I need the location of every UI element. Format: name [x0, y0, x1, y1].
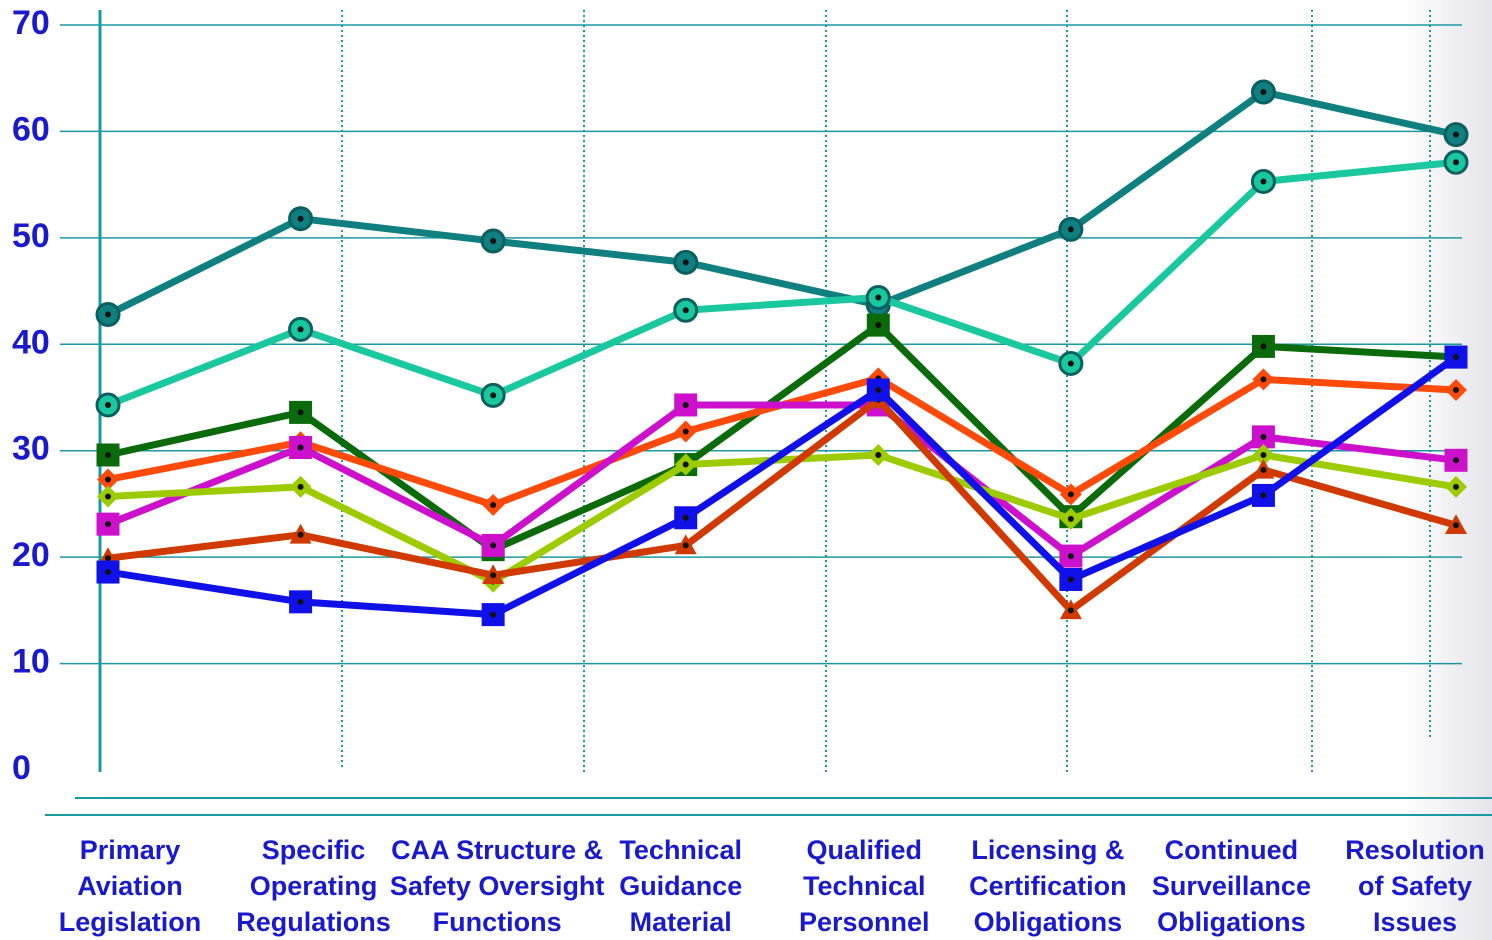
- line: [107, 451, 1457, 586]
- point-center: [297, 409, 304, 416]
- point-center: [1260, 433, 1267, 440]
- point-center: [875, 387, 882, 394]
- point-center: [1067, 576, 1074, 583]
- x-tick-label: Specific Operating Regulations: [236, 835, 391, 937]
- point-center: [297, 531, 304, 538]
- point-center: [105, 569, 111, 576]
- point-center: [1260, 89, 1267, 96]
- point-center: [105, 476, 111, 483]
- y-tick-label: 10: [12, 643, 50, 681]
- point-center: [1453, 159, 1459, 166]
- series: [97, 388, 1467, 620]
- point-center: [682, 461, 689, 468]
- line: [106, 158, 1457, 409]
- x-tick-label: Qualified Technical Personnel: [799, 835, 930, 937]
- point-center: [682, 514, 689, 521]
- point-center: [105, 493, 111, 500]
- point-center: [1453, 522, 1459, 529]
- y-tick-label: 50: [12, 217, 50, 255]
- line: [106, 401, 1457, 560]
- point-center: [1067, 360, 1074, 367]
- line: [106, 88, 1457, 318]
- point-center: [1260, 376, 1267, 383]
- x-tick-label: Continued Surveillance Obligations: [1151, 835, 1311, 937]
- x-tick-label: Primary Aviation Legislation: [58, 835, 202, 937]
- point-center: [490, 501, 497, 508]
- point-center: [490, 392, 497, 399]
- point-center: [682, 401, 689, 408]
- point-center: [1067, 515, 1074, 522]
- point-center: [682, 307, 689, 314]
- series: [96, 345, 1468, 627]
- y-tick-label: 60: [12, 110, 50, 148]
- point-center: [682, 428, 689, 435]
- point-center: [1260, 178, 1267, 185]
- point-center: [682, 259, 689, 266]
- point-center: [875, 294, 882, 301]
- y-tick-label: 20: [12, 536, 50, 574]
- point-center: [1453, 387, 1459, 394]
- point-center: [1067, 491, 1074, 498]
- point-center: [297, 326, 304, 333]
- point-center: [1453, 354, 1459, 361]
- point-center: [1453, 457, 1459, 464]
- point-center: [297, 215, 304, 222]
- y-tick-label: 40: [12, 323, 50, 361]
- point-center: [1067, 553, 1074, 560]
- y-tick-label: 70: [12, 4, 50, 42]
- point-center: [297, 483, 304, 490]
- point-center: [1453, 131, 1459, 138]
- point-center: [105, 401, 111, 408]
- point-center: [1260, 451, 1267, 458]
- point-center: [682, 542, 689, 549]
- point-center: [1260, 492, 1267, 499]
- point-center: [875, 322, 882, 329]
- point-center: [297, 598, 304, 605]
- point-center: [105, 311, 111, 318]
- point-center: [105, 521, 111, 528]
- x-tick-label: Licensing & Certification Obligations: [969, 835, 1127, 937]
- point-center: [105, 555, 111, 562]
- series: [95, 79, 1469, 327]
- point-center: [1067, 226, 1074, 233]
- point-center: [297, 444, 304, 451]
- line: [107, 354, 1459, 619]
- y-tick-label: 30: [12, 430, 50, 468]
- point-center: [490, 572, 497, 579]
- point-center: [490, 611, 497, 618]
- line: [107, 396, 1457, 614]
- point-center: [1260, 343, 1267, 350]
- point-center: [1453, 483, 1459, 490]
- point-center: [875, 451, 882, 458]
- point-center: [490, 238, 497, 245]
- point-center: [1260, 466, 1267, 473]
- y-tick-label: 0: [12, 749, 31, 787]
- x-tick-label: Technical Guidance Material: [619, 835, 743, 937]
- point-center: [1067, 607, 1074, 614]
- point-center: [490, 542, 497, 549]
- x-tick-label: Resolution of Safety Issues: [1345, 835, 1485, 937]
- series: [95, 149, 1469, 418]
- x-tick-label: CAA Structure & Safety Oversight Functio…: [389, 835, 605, 937]
- point-center: [105, 451, 111, 458]
- line: [107, 321, 1457, 554]
